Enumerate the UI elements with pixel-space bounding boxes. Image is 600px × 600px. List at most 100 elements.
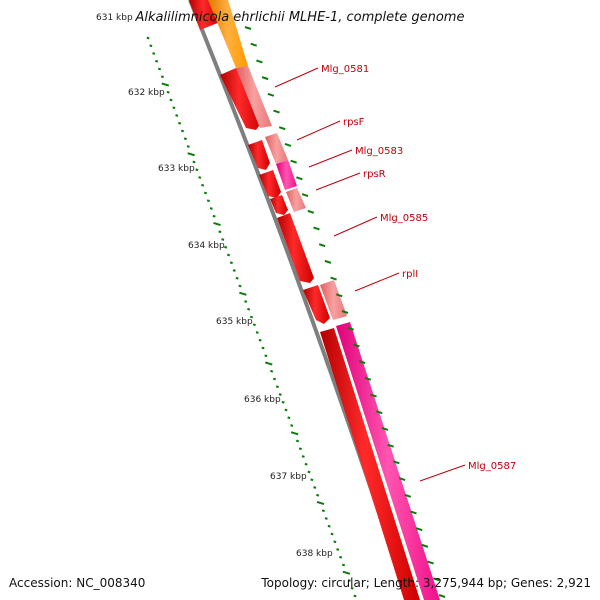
ruler-tick bbox=[152, 52, 156, 55]
kbp-label: 631 kbp bbox=[96, 13, 133, 23]
forward-tick bbox=[364, 376, 372, 381]
ruler-tick bbox=[238, 284, 242, 288]
gene-label-rpsf[interactable]: rpsF bbox=[343, 117, 365, 128]
forward-tick bbox=[256, 59, 263, 64]
ruler-tick bbox=[229, 261, 233, 265]
pink-feature-0581 bbox=[236, 66, 272, 128]
ruler-tick bbox=[212, 214, 216, 218]
ruler-tick bbox=[275, 385, 279, 389]
ruler-tick bbox=[232, 269, 236, 272]
cds-arrow-3 bbox=[248, 140, 270, 170]
ruler-tick bbox=[213, 221, 221, 227]
ruler-tick bbox=[264, 354, 268, 358]
orange-feature bbox=[208, 0, 248, 68]
ruler-tick bbox=[224, 245, 228, 249]
forward-tick bbox=[296, 176, 303, 181]
forward-tick bbox=[393, 460, 400, 465]
ruler-tick bbox=[301, 455, 305, 458]
ruler-tick bbox=[244, 300, 248, 303]
ruler-tick bbox=[206, 199, 210, 203]
ruler-tick bbox=[258, 338, 262, 342]
gene-label-mlg-0587[interactable]: Mlg_0587 bbox=[468, 461, 516, 472]
ruler-tick bbox=[278, 393, 282, 396]
pink-feature-rplI bbox=[320, 280, 347, 320]
forward-tick bbox=[404, 493, 412, 498]
ruler-tick bbox=[195, 168, 199, 172]
cds-arrow-7 bbox=[303, 285, 330, 324]
ruler-tick bbox=[324, 517, 328, 520]
ruler-tick bbox=[160, 75, 164, 79]
kbp-labels: 631 kbp 632 kbp 633 kbp 634 kbp 635 kbp … bbox=[96, 13, 333, 559]
forward-tick bbox=[358, 360, 366, 365]
cds-arrow-5 bbox=[270, 195, 288, 215]
kbp-label: 633 kbp bbox=[158, 164, 195, 174]
forward-tick bbox=[250, 42, 258, 47]
ruler-tick bbox=[347, 579, 351, 582]
gene-label-rpli[interactable]: rplI bbox=[402, 269, 418, 280]
ruler-tick bbox=[187, 152, 195, 157]
kbp-label: 638 kbp bbox=[296, 549, 333, 559]
pink-feature-rpsF bbox=[265, 133, 288, 164]
forward-tick bbox=[324, 259, 332, 264]
ruler-tick bbox=[186, 145, 190, 148]
cds-long-bar bbox=[320, 328, 420, 600]
gene-label-mlg-0585[interactable]: Mlg_0585 bbox=[380, 213, 428, 224]
forward-tick bbox=[313, 226, 320, 231]
ruler-tick bbox=[272, 377, 277, 381]
forward-tick bbox=[421, 543, 429, 548]
ruler-tick bbox=[330, 532, 334, 536]
ruler-tick bbox=[226, 253, 231, 257]
ruler-tick bbox=[290, 431, 299, 436]
ruler-tick bbox=[157, 67, 162, 71]
forward-tick bbox=[387, 443, 394, 448]
ruler-tick bbox=[155, 59, 159, 63]
ruler-tick bbox=[235, 276, 239, 280]
magenta-long-bar bbox=[336, 322, 440, 600]
forward-tick bbox=[290, 159, 297, 164]
forward-tick bbox=[432, 577, 440, 582]
ruler-ticks bbox=[146, 36, 357, 598]
forward-tick bbox=[410, 510, 417, 515]
pink-feature-rpsR bbox=[286, 188, 306, 212]
ruler-tick bbox=[178, 121, 182, 125]
gene-labels: Mlg_0581 rpsF Mlg_0583 rpsR Mlg_0585 rpl… bbox=[321, 64, 516, 472]
forward-tick bbox=[353, 343, 360, 348]
ruler-tick bbox=[166, 90, 170, 94]
ruler-tick bbox=[290, 424, 294, 427]
magenta-feature-0583 bbox=[276, 160, 297, 190]
ruler-tick bbox=[180, 129, 185, 133]
ruler-tick bbox=[310, 478, 314, 482]
ruler-tick bbox=[281, 400, 285, 404]
genome-backbone bbox=[188, 0, 410, 600]
ruler-tick bbox=[350, 586, 354, 590]
gene-label-rpsr[interactable]: rpsR bbox=[363, 169, 386, 180]
forward-tick bbox=[330, 276, 337, 281]
forward-strand-features bbox=[208, 0, 440, 600]
ruler-tick bbox=[313, 486, 317, 489]
ruler-tick bbox=[239, 291, 247, 296]
gene-label-mlg-0583[interactable]: Mlg_0583 bbox=[355, 146, 403, 157]
ruler-tick bbox=[261, 346, 265, 350]
forward-tick bbox=[427, 560, 434, 565]
forward-tick bbox=[273, 109, 280, 114]
forward-tick bbox=[370, 393, 377, 398]
ruler-tick bbox=[316, 493, 320, 497]
ruler-tick bbox=[316, 500, 325, 506]
kbp-label: 635 kbp bbox=[216, 317, 253, 327]
forward-tick bbox=[307, 209, 315, 214]
forward-tick bbox=[278, 126, 286, 131]
ruler-tick bbox=[218, 230, 222, 234]
ruler-tick bbox=[161, 82, 170, 87]
forward-tick bbox=[301, 193, 309, 198]
forward-tick bbox=[267, 92, 275, 97]
ruler-tick bbox=[284, 408, 288, 412]
forward-tick bbox=[341, 310, 349, 314]
reverse-strand-features bbox=[189, 0, 420, 600]
ruler-tick bbox=[339, 555, 343, 559]
ruler-tick bbox=[307, 470, 311, 474]
forward-tick bbox=[261, 76, 269, 81]
kbp-label: 634 kbp bbox=[188, 241, 225, 251]
label-leaders bbox=[274, 67, 466, 482]
gene-label-mlg-0581[interactable]: Mlg_0581 bbox=[321, 64, 369, 75]
